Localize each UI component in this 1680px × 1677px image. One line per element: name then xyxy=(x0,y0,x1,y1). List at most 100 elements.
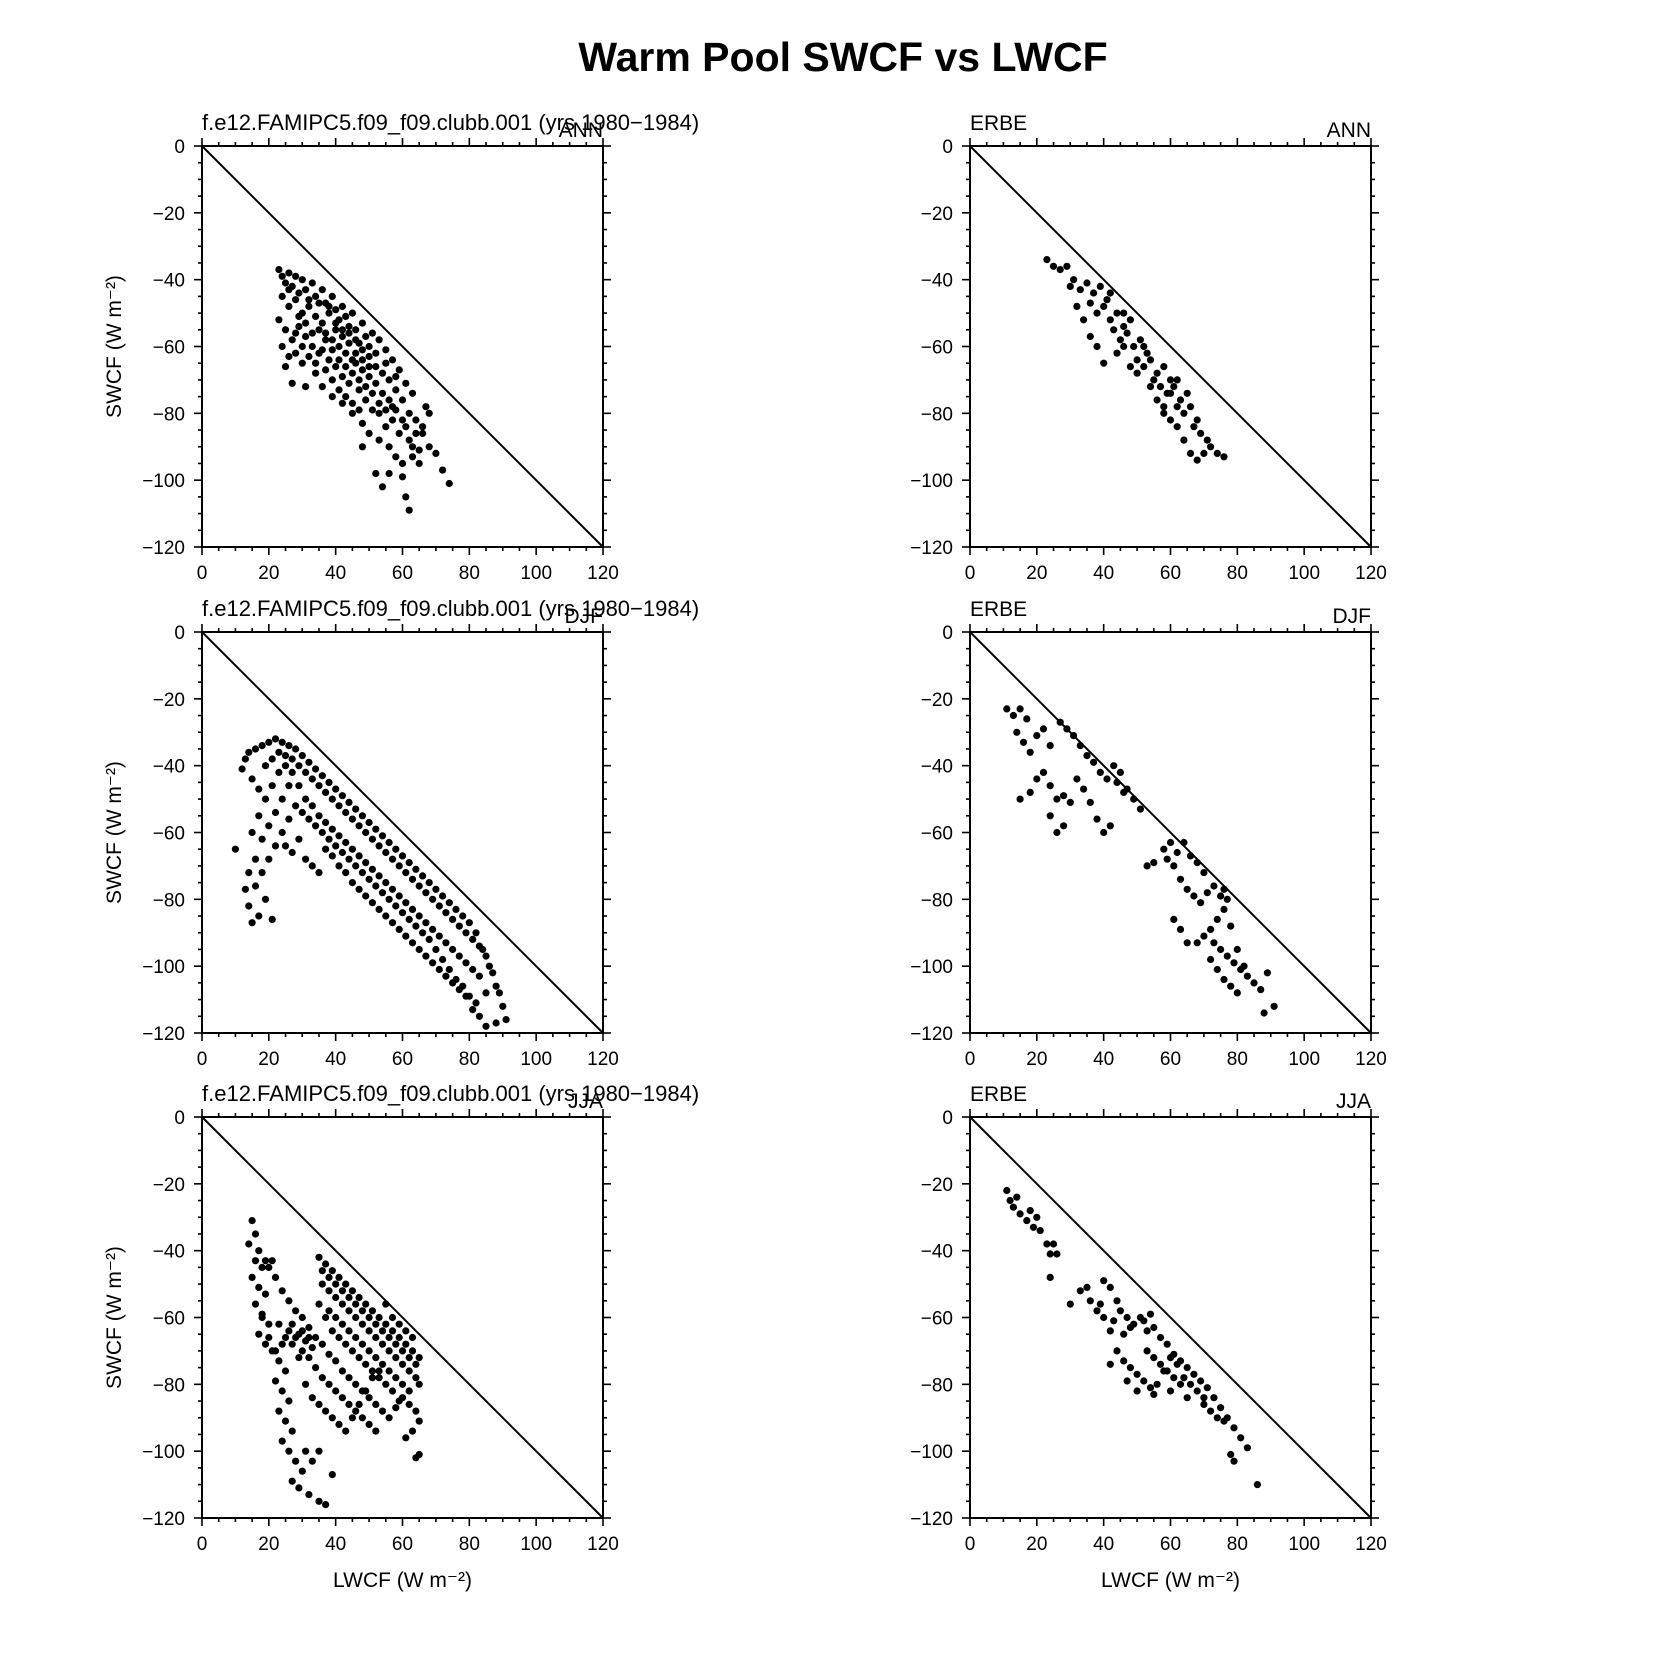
data-point xyxy=(1146,1384,1155,1392)
x-tick-label: 0 xyxy=(965,563,976,584)
data-point xyxy=(1133,369,1141,377)
x-tick-label: 80 xyxy=(1227,563,1248,584)
x-tick-label: 40 xyxy=(325,563,346,584)
panel-right-label: DJF xyxy=(1333,605,1372,628)
data-point xyxy=(1026,788,1034,797)
chart-title: Warm Pool SWCF vs LWCF xyxy=(578,34,1107,80)
data-point xyxy=(1116,1307,1124,1315)
data-point xyxy=(342,808,350,817)
data-point xyxy=(1083,279,1091,287)
data-point xyxy=(295,1354,303,1362)
data-point xyxy=(328,292,336,300)
data-point xyxy=(355,376,363,384)
data-point xyxy=(315,1447,323,1455)
data-point xyxy=(362,1300,370,1308)
x-tick-label: 40 xyxy=(325,1534,346,1555)
data-point xyxy=(1183,1394,1191,1402)
data-point xyxy=(312,765,320,773)
scatter-panel-5: 0 20 40 60 80 100 120 0 −20 −40 −60 −80 −100 −120 f.e1… xyxy=(103,1081,699,1592)
data-point xyxy=(469,935,477,944)
data-point xyxy=(1180,436,1188,444)
data-point xyxy=(1126,1364,1134,1372)
data-point xyxy=(1186,1380,1195,1388)
data-point xyxy=(1156,1333,1165,1342)
data-point xyxy=(318,346,326,354)
data-point xyxy=(1197,899,1205,907)
data-point xyxy=(292,329,300,337)
data-point xyxy=(258,1313,266,1322)
data-point xyxy=(348,845,356,853)
data-point xyxy=(241,755,249,763)
data-point xyxy=(328,1414,336,1422)
data-point xyxy=(358,812,366,820)
data-point xyxy=(1217,945,1225,954)
data-point xyxy=(1100,359,1108,367)
x-tick-label: 120 xyxy=(1355,563,1387,584)
data-point xyxy=(305,758,313,766)
y-tick-label: −100 xyxy=(910,1442,953,1463)
data-point xyxy=(1033,732,1041,740)
data-point xyxy=(308,862,316,870)
x-tick-label: 120 xyxy=(587,563,619,584)
data-point xyxy=(348,356,356,364)
data-point xyxy=(325,356,333,364)
data-point xyxy=(1156,383,1165,391)
data-point xyxy=(332,363,340,371)
data-point xyxy=(1090,758,1098,766)
data-point xyxy=(1190,892,1198,900)
data-point xyxy=(1043,256,1051,264)
data-point xyxy=(342,838,350,847)
data-point xyxy=(378,369,387,377)
data-point xyxy=(492,982,500,990)
data-point xyxy=(315,869,323,877)
scatter-panel-2: 0 20 40 60 80 100 120 0 −20 −40 −60 −80 −100 −120 ERBE… xyxy=(910,112,1387,584)
y-tick-label: −40 xyxy=(153,1242,185,1263)
data-point xyxy=(268,782,276,790)
data-point xyxy=(378,1340,387,1348)
data-point xyxy=(358,346,366,354)
data-point xyxy=(1120,322,1128,331)
data-point xyxy=(368,389,376,397)
data-point xyxy=(315,812,323,820)
data-point xyxy=(398,459,407,468)
data-point xyxy=(362,1360,370,1368)
y-tick-label: −60 xyxy=(921,338,953,359)
data-point xyxy=(405,1367,413,1375)
data-point xyxy=(285,782,293,790)
data-point xyxy=(415,912,423,920)
panel-right-label: DJF xyxy=(565,605,604,628)
data-point xyxy=(482,952,490,960)
y-tick-label: −80 xyxy=(921,404,953,425)
data-point xyxy=(355,1293,363,1302)
data-point xyxy=(492,1019,500,1027)
data-point xyxy=(292,296,300,304)
x-tick-label: 100 xyxy=(1288,563,1320,584)
data-point xyxy=(1086,332,1094,341)
data-point xyxy=(412,1360,420,1368)
data-point xyxy=(455,986,463,994)
data-point xyxy=(1153,369,1161,377)
data-point xyxy=(345,379,353,387)
data-point xyxy=(255,1330,263,1338)
data-point xyxy=(338,302,346,310)
x-tick-label: 0 xyxy=(197,563,208,584)
data-point xyxy=(462,992,470,1000)
data-point xyxy=(295,322,303,331)
data-point xyxy=(1173,848,1181,857)
data-point xyxy=(412,922,420,930)
data-point xyxy=(362,1387,370,1395)
data-point xyxy=(355,1400,363,1408)
data-point xyxy=(499,1002,507,1010)
data-point xyxy=(1227,1450,1235,1459)
data-point xyxy=(408,939,417,947)
panel-left-label: f.e12.FAMIPC5.f09_f09.clubb.001 (yrs 198… xyxy=(202,110,699,135)
y-tick-label: −80 xyxy=(153,890,185,911)
data-point xyxy=(1170,383,1178,391)
x-tick-label: 40 xyxy=(1093,563,1114,584)
data-point xyxy=(278,272,286,280)
data-point xyxy=(1243,1444,1251,1452)
data-point xyxy=(355,1354,363,1362)
data-point xyxy=(408,389,417,397)
data-point xyxy=(1193,939,1201,947)
data-point xyxy=(1049,262,1058,270)
